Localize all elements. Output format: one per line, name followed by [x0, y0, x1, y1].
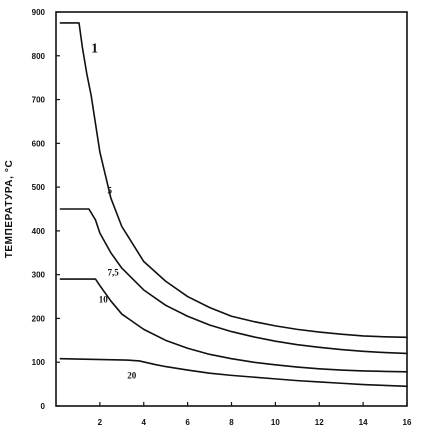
- y-tick-label: 700: [32, 96, 46, 105]
- y-tick-label: 100: [32, 358, 46, 367]
- x-tick-label: 14: [359, 418, 368, 427]
- x-tick-label: 10: [271, 418, 280, 427]
- series-5-line: [59, 22, 408, 339]
- y-tick-label: 200: [32, 314, 46, 323]
- ticks-layer: 0 100 200 300 400 500 600 700 800 900 2 4 6 8 10 12 14 16: [32, 8, 412, 427]
- series-10-line: [59, 278, 408, 373]
- x-tick-label: 8: [229, 418, 234, 427]
- plot-frame: [55, 11, 408, 407]
- series-7-5-line: [59, 208, 408, 355]
- y-tick-label: 0: [41, 402, 46, 411]
- y-tick-label: 900: [32, 8, 46, 17]
- x-tick-label: 4: [142, 418, 147, 427]
- y-tick-label: 400: [32, 227, 46, 236]
- y-tick-label: 300: [32, 271, 46, 280]
- y-axis-title: ТЕМПЕРАТУРА, °C: [4, 160, 15, 259]
- series-label: 20: [127, 370, 137, 380]
- series-layer: [59, 22, 408, 388]
- labels-layer: 5 7,5 10 20: [99, 186, 137, 381]
- x-tick-label: 16: [403, 418, 412, 427]
- series-label: 7,5: [108, 268, 120, 278]
- series-label: 5: [108, 186, 113, 196]
- x-tick-label: 12: [315, 418, 324, 427]
- x-tick-label: 2: [98, 418, 103, 427]
- chart-annotation: 1: [91, 42, 98, 57]
- y-tick-label: 600: [32, 139, 46, 148]
- series-20-line: [59, 357, 408, 388]
- y-tick-label: 500: [32, 183, 46, 192]
- y-tick-label: 800: [32, 52, 46, 61]
- x-tick-label: 6: [185, 418, 190, 427]
- series-label: 10: [99, 295, 109, 305]
